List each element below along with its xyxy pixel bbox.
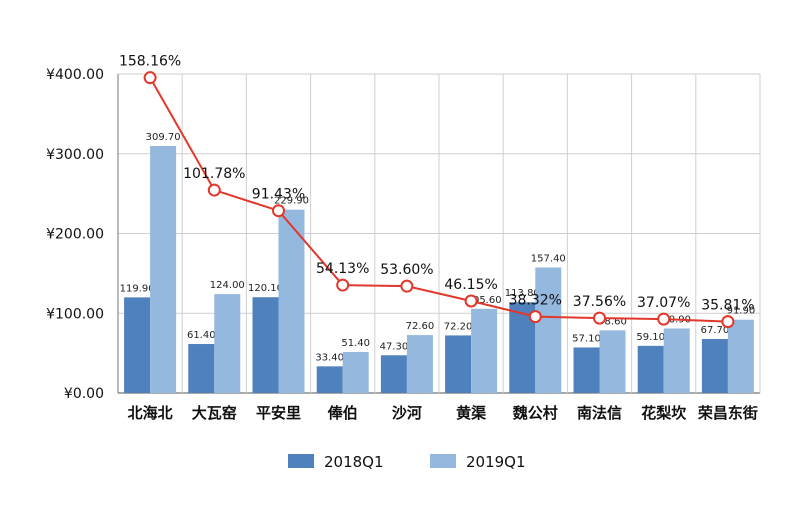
category-label: 北海北 [128, 404, 173, 422]
bar-2019Q1 [599, 330, 626, 393]
bar-value-label: 309.70 [146, 132, 181, 143]
bar-2018Q1 [701, 339, 728, 393]
y-tick-label: ¥200.00 [46, 227, 104, 243]
legend-swatch-2018Q1 [288, 454, 314, 468]
growth-label: 101.78% [183, 166, 245, 182]
growth-point [272, 204, 285, 218]
bar-2018Q1 [637, 345, 664, 393]
bar-2019Q1 [342, 352, 369, 393]
bar-2018Q1 [316, 366, 343, 393]
bar-value-label: 61.40 [187, 330, 216, 341]
growth-label: 37.07% [637, 295, 690, 311]
growth-point [528, 310, 542, 324]
legend-swatch-2019Q1 [430, 454, 456, 468]
growth-point [593, 311, 606, 325]
bar-value-label: 105.60 [467, 295, 502, 306]
bar-value-label: 59.10 [636, 332, 665, 343]
growth-label: 54.13% [316, 261, 369, 277]
growth-label: 91.43% [252, 187, 305, 203]
bar-value-label: 78.60 [598, 316, 627, 327]
bar-2019Q1 [535, 267, 562, 393]
bar-2019Q1 [727, 319, 754, 393]
bar-2018Q1 [573, 347, 600, 393]
bar-2019Q1 [663, 328, 690, 393]
bar-value-label: 72.20 [444, 321, 473, 332]
bar-2019Q1 [278, 209, 305, 393]
category-label: 黄渠 [456, 404, 486, 422]
bar-2018Q1 [124, 297, 151, 393]
category-label: 魏公村 [512, 404, 558, 422]
growth-point [721, 315, 735, 329]
bar-2019Q1 [214, 294, 241, 393]
bar-value-label: 119.90 [120, 283, 155, 294]
bar-2019Q1 [471, 308, 498, 393]
growth-label: 38.32% [509, 293, 562, 309]
bar-value-label: 229.90 [274, 196, 309, 207]
growth-label: 46.15% [444, 277, 497, 293]
bar-value-label: 67.70 [701, 325, 730, 336]
y-tick-label: ¥400.00 [46, 67, 104, 83]
bar-value-label: 33.40 [315, 352, 344, 363]
growth-label: 37.56% [573, 294, 626, 310]
y-tick-label: ¥300.00 [46, 147, 104, 163]
growth-label: 158.16% [119, 54, 181, 70]
bar-2019Q1 [150, 146, 177, 393]
category-label: 花梨坎 [641, 404, 686, 422]
growth-point [207, 183, 221, 197]
bar-value-label: 113.80 [505, 288, 540, 299]
bar-value-label: 72.60 [406, 321, 435, 332]
legend-label: 2018Q1 [324, 453, 384, 471]
growth-point [464, 294, 478, 308]
category-label: 俸伯 [327, 404, 358, 422]
bar-2018Q1 [445, 335, 472, 393]
bar-2018Q1 [380, 355, 407, 393]
growth-point [336, 278, 350, 292]
category-label: 平安里 [256, 404, 301, 422]
growth-point [400, 279, 414, 293]
bar-value-label: 51.40 [341, 338, 370, 349]
y-tick-label: ¥0.00 [64, 386, 104, 402]
category-label: 荣昌东街 [697, 404, 758, 422]
growth-line [149, 77, 728, 323]
growth-label: 35.81% [701, 298, 754, 314]
bar-value-label: 57.10 [572, 333, 601, 344]
growth-point [657, 312, 671, 326]
bar-2019Q1 [406, 335, 433, 393]
category-label: 南法信 [577, 404, 622, 422]
bar-2018Q1 [252, 297, 279, 393]
bar-value-label: 157.40 [531, 253, 566, 264]
bar-value-label: 91.90 [727, 306, 756, 317]
bar-value-label: 124.00 [210, 280, 245, 291]
bar-value-label: 47.30 [380, 341, 409, 352]
bar-value-label: 120.10 [248, 283, 283, 294]
growth-point [143, 71, 157, 85]
legend-label: 2019Q1 [466, 453, 526, 471]
category-label: 沙河 [392, 404, 422, 422]
growth-label: 53.60% [380, 262, 433, 278]
bar-2018Q1 [188, 344, 215, 393]
category-label: 大瓦窑 [192, 404, 237, 422]
y-tick-label: ¥100.00 [46, 306, 104, 322]
